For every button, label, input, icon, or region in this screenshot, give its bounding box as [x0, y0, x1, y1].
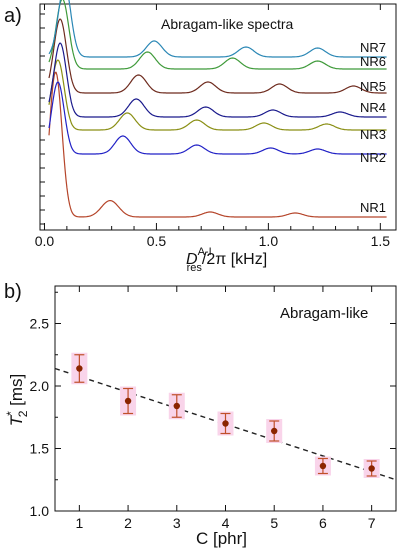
series-label-nr6: NR6: [360, 54, 386, 69]
spectrum-nr7: [48, 0, 387, 58]
series-label-nr4: NR4: [360, 100, 386, 115]
x-tick-label: 1.0: [259, 233, 279, 249]
panel-b-label: b): [4, 281, 22, 303]
y-tick-label: 2.5: [30, 316, 50, 332]
panel-a-xlabel-sup: A-I: [198, 246, 212, 258]
panel-a-y-ticks: [40, 13, 45, 225]
x-tick-label: 0.5: [147, 233, 167, 249]
panel-b-fit: [54, 367, 397, 481]
x-tick-label: 4: [222, 515, 230, 531]
data-point: [173, 402, 180, 410]
panel-b: b) Abragam-like 1.0 1.5 2.0 2.5 1 2 3 4 5 6 7 C […: [4, 281, 397, 548]
spectrum-nr4: [48, 42, 387, 118]
spectrum-nr2: [48, 81, 387, 155]
panel-b-x-axis-label: C [phr]: [196, 529, 247, 548]
panel-b-y-axis-label: T*2 [ms]: [4, 374, 30, 427]
data-point: [222, 420, 229, 427]
series-label-nr7: NR7: [360, 40, 386, 55]
series-label-nr5: NR5: [360, 79, 386, 94]
panel-a-xlabel-sub: res: [187, 262, 203, 274]
panel-b-points: [71, 352, 380, 478]
x-tick-label: 6: [319, 515, 327, 531]
panel-a: a) Abragam-like spectra NR1NR2NR3NR4NR5N…: [4, 0, 397, 274]
data-point: [271, 427, 278, 435]
panel-b-title: Abragam-like: [280, 305, 368, 322]
series-label-nr1: NR1: [360, 200, 386, 215]
data-point: [76, 365, 83, 372]
panel-a-label: a): [4, 5, 22, 27]
series-label-nr3: NR3: [360, 127, 386, 142]
x-tick-label: 7: [368, 515, 376, 531]
x-tick-label: 1: [75, 515, 83, 531]
panel-a-xlabel-prefix: D: [186, 251, 198, 268]
x-tick-label: 0.0: [35, 233, 55, 249]
y-tick-label: 1.5: [30, 441, 50, 457]
panel-a-x-axis-label: DA-I res/2π [kHz]: [186, 246, 267, 274]
panel-b-ylabel-sup: *: [4, 411, 18, 416]
series-label-nr2: NR2: [360, 150, 386, 165]
y-tick-label: 2.0: [30, 378, 50, 394]
panel-a-xlabel-suffix: /2π [kHz]: [202, 251, 267, 268]
spectrum-nr3: [48, 59, 387, 131]
spectrum-nr6: [48, 0, 387, 70]
x-tick-label: 5: [270, 515, 278, 531]
data-point: [319, 462, 327, 470]
y-tick-label: 1.0: [30, 503, 50, 519]
panel-a-title: Abragam-like spectra: [161, 16, 293, 32]
panel-b-y-ticks: 1.0 1.5 2.0 2.5: [30, 291, 396, 519]
x-tick-label: 2: [124, 515, 132, 531]
panel-b-ylabel-suffix: [ms]: [7, 374, 26, 411]
spectrum-nr1: [48, 71, 387, 218]
panel-b-x-ticks: 1 2 3 4 5 6 7: [75, 286, 376, 531]
panel-a-frame: [39, 3, 397, 231]
fit-line: [54, 367, 397, 481]
panel-b-ylabel-main: T: [7, 414, 26, 426]
panel-a-curves: [48, 0, 387, 218]
x-tick-label: 3: [173, 515, 181, 531]
spectrum-nr5: [48, 18, 387, 94]
x-tick-label: 1.5: [371, 233, 391, 249]
data-point: [368, 465, 375, 472]
panel-b-ylabel-sub: 2: [16, 410, 30, 417]
data-point: [124, 397, 132, 405]
